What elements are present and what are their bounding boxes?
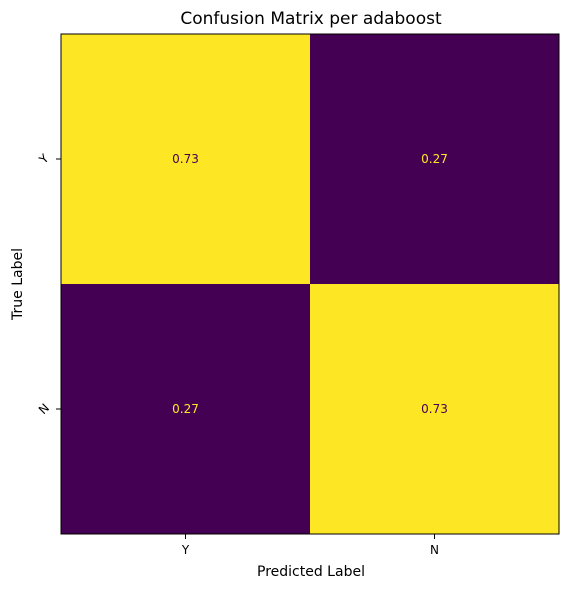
heatmap-cell-1-0 <box>61 284 310 534</box>
heatmap-cell-0-1 <box>310 34 559 284</box>
cell-value-label-0-1: 0.27 <box>421 152 448 166</box>
cell-value-label-1-1: 0.73 <box>421 402 448 416</box>
x-tick-label: N <box>430 543 439 557</box>
heatmap-cell-0-0 <box>61 34 310 284</box>
x-tick-label: Y <box>181 543 190 557</box>
heatmap-cells <box>61 34 559 534</box>
heatmap-cell-1-1 <box>310 284 559 534</box>
cell-value-label-0-0: 0.73 <box>172 152 199 166</box>
chart-title: Confusion Matrix per adaboost <box>180 9 442 29</box>
y-axis-label: True Label <box>10 248 26 321</box>
cell-value-label-1-0: 0.27 <box>172 402 199 416</box>
y-axis-ticks: YN <box>36 151 61 417</box>
plot-frame <box>60 33 560 535</box>
x-axis-label: Predicted Label <box>257 564 365 580</box>
y-tick-label: N <box>36 401 52 417</box>
y-tick-label: Y <box>36 151 52 167</box>
heatmap-cell-labels: 0.73 0.27 0.27 0.73 <box>172 152 448 416</box>
